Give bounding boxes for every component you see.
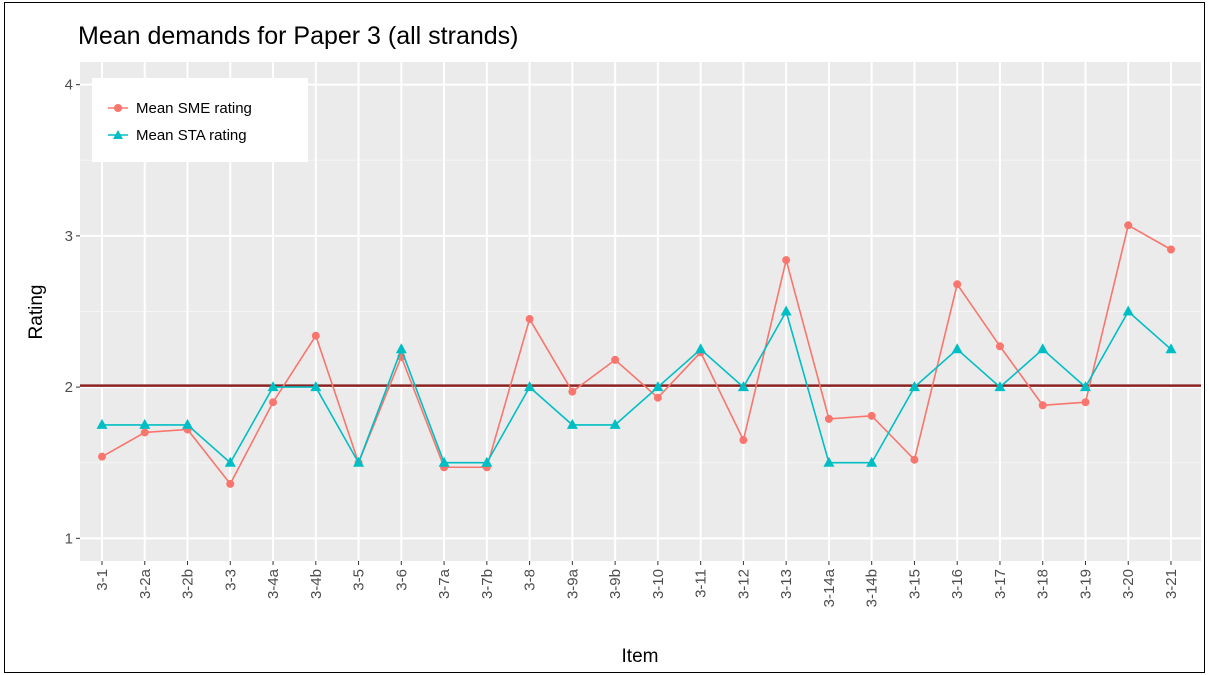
y-tick-label: 4 — [65, 77, 73, 94]
series-sta — [96, 305, 1177, 467]
data-point — [695, 343, 707, 354]
x-tick-label: 3-2a — [137, 568, 154, 599]
data-point — [1037, 343, 1049, 354]
data-point — [611, 355, 620, 364]
x-tick-label: 3-21 — [1163, 569, 1180, 599]
data-point — [823, 456, 835, 467]
x-tick-label: 3-3 — [222, 569, 239, 591]
x-tick-label: 3-11 — [693, 569, 710, 598]
x-tick-label: 3-5 — [351, 569, 368, 591]
data-point — [995, 342, 1004, 351]
legend-marker-sta — [113, 130, 123, 139]
x-tick-label: 3-16 — [949, 569, 966, 599]
x-tick-label: 3-19 — [1077, 569, 1094, 599]
x-tick-label: 3-8 — [522, 569, 539, 591]
data-point — [267, 381, 279, 392]
data-point — [310, 381, 322, 392]
x-tick-label: 3-17 — [992, 569, 1009, 599]
data-point — [1038, 401, 1047, 410]
data-point — [182, 418, 194, 429]
x-tick-label: 3-1 — [94, 569, 111, 591]
series-line — [101, 224, 1172, 486]
x-tick-label: 3-14a — [821, 568, 838, 607]
data-point — [139, 418, 151, 429]
x-tick-label: 3-4a — [265, 568, 282, 599]
x-tick-label: 3-15 — [906, 569, 923, 599]
data-point — [566, 418, 578, 429]
x-tick-label: 3-7a — [436, 568, 453, 599]
x-axis-title: Item — [622, 646, 659, 667]
data-point — [951, 343, 963, 354]
y-tick-label: 2 — [65, 379, 73, 396]
data-point — [1079, 381, 1091, 392]
data-point — [96, 418, 108, 429]
series-line — [102, 309, 1172, 465]
x-tick-label: 3-12 — [735, 569, 752, 599]
data-point — [481, 456, 493, 467]
chart-title: Mean demands for Paper 3 (all strands) — [78, 22, 519, 50]
x-tick-label: 3-18 — [1035, 569, 1052, 599]
data-point — [1167, 245, 1175, 254]
x-tick-label: 3-2b — [180, 569, 197, 599]
legend: Mean SME rating Mean STA rating — [92, 78, 308, 162]
x-tick-label: 3-4b — [308, 569, 325, 599]
data-point — [908, 381, 920, 392]
data-point — [438, 456, 450, 467]
y-tick-label: 3 — [65, 228, 73, 245]
x-axis: 3-1 3-2a 3-2b 3-3 3-4a 3-4b 3-5 3-6 3-7a 3-7b 3-8 3… — [94, 561, 1180, 607]
x-tick-label: 3-20 — [1120, 569, 1137, 599]
x-tick-label: 3-6 — [393, 569, 410, 591]
x-tick-label: 3-10 — [650, 569, 667, 599]
x-tick-label: 3-14b — [864, 569, 881, 607]
data-point — [910, 455, 919, 464]
data-point — [867, 411, 876, 420]
legend-marker-sme — [114, 104, 122, 112]
data-point — [311, 331, 320, 340]
data-point — [780, 305, 792, 316]
data-point — [395, 343, 407, 354]
data-point — [568, 387, 577, 396]
x-tick-label: 3-13 — [778, 569, 795, 599]
data-point — [866, 456, 878, 467]
legend-background — [92, 78, 308, 162]
y-axis: 1 2 3 4 — [65, 77, 80, 547]
data-point — [1124, 221, 1133, 230]
data-point — [140, 428, 149, 437]
data-point — [226, 479, 235, 488]
data-point — [524, 381, 536, 392]
data-point — [353, 456, 365, 467]
y-axis-title: Rating — [26, 285, 47, 340]
data-point — [824, 414, 833, 423]
x-tick-label: 3-7b — [479, 569, 496, 599]
data-point — [953, 280, 962, 289]
data-point — [525, 315, 534, 324]
y-tick-label: 1 — [65, 530, 73, 547]
data-point — [737, 381, 749, 392]
x-tick-label: 3-9a — [564, 568, 581, 599]
data-point — [269, 398, 278, 407]
data-point — [224, 456, 236, 467]
data-point — [782, 256, 791, 265]
data-point — [653, 393, 662, 402]
data-point — [1122, 305, 1134, 316]
data-point — [1165, 343, 1177, 354]
legend-label-sta: Mean STA rating — [136, 127, 247, 144]
legend-label-sme: Mean SME rating — [136, 100, 252, 117]
data-point — [1081, 398, 1090, 407]
data-point — [609, 418, 621, 429]
x-tick-label: 3-9b — [607, 569, 624, 599]
data-point — [98, 452, 106, 461]
data-point — [994, 381, 1006, 392]
data-point — [652, 381, 664, 392]
data-point — [739, 436, 748, 445]
series-layer — [96, 221, 1177, 488]
